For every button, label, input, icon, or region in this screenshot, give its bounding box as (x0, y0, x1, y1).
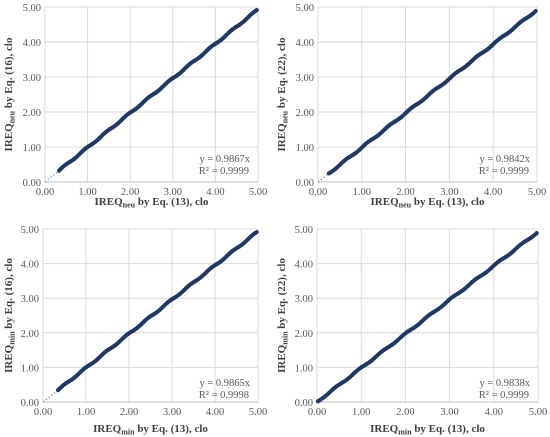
chart-panel-3: 0.00 1.00 2.00 3.00 4.00 5.00 0.00 1.00 2.00 3.00… (3, 225, 267, 437)
data-point (534, 231, 539, 236)
x-tick-label: 1.00 (352, 407, 370, 418)
x-tick-label: 3.00 (163, 407, 181, 418)
y-tick-label: 5.00 (296, 3, 314, 14)
x-tick-label: 4.00 (484, 187, 502, 198)
y-tick-label: 2.00 (295, 329, 313, 340)
y-axis-label: IREQmin by Eq. (16), clo (3, 258, 17, 373)
x-tick-label: 0.00 (34, 407, 52, 418)
y-tick-label: 0.00 (23, 178, 41, 189)
y-tick-label: 4.00 (23, 38, 41, 49)
x-tick-label: 3.00 (440, 407, 458, 418)
data-points (56, 8, 259, 173)
y-tick-label: 5.00 (21, 225, 39, 236)
regression-equation: y = 0.9838x (479, 378, 530, 389)
y-tick-label: 1.00 (23, 143, 41, 154)
x-tick-label: 2.00 (396, 407, 414, 418)
x-axis-label: IREQmin by Eq. (13), clo (370, 423, 485, 437)
x-axis-label: IREQneu by Eq. (13), clo (95, 196, 209, 210)
regression-equation: y = 0.9867x (199, 154, 250, 165)
data-points (55, 229, 259, 393)
y-tick-label: 2.00 (21, 329, 39, 340)
y-tick-label: 4.00 (296, 38, 314, 49)
x-tick-label: 5.00 (529, 407, 547, 418)
x-tick-label: 3.00 (164, 187, 182, 198)
r-squared-label: R² = 0.9998 (199, 390, 249, 401)
y-tick-label: 5.00 (23, 3, 41, 14)
x-tick-label: 3.00 (440, 187, 458, 198)
x-tick-label: 2.00 (121, 187, 139, 198)
x-tick-label: 2.00 (396, 187, 414, 198)
x-tick-label: 5.00 (249, 187, 267, 198)
x-tick-label: 0.00 (309, 187, 327, 198)
data-point (254, 229, 259, 235)
x-tick-label: 0.00 (308, 407, 326, 418)
y-tick-label: 2.00 (23, 108, 41, 119)
y-tick-label: 0.00 (296, 178, 314, 189)
x-axis-label: IREQmin by Eq. (13), clo (93, 423, 208, 437)
x-tick-label: 1.00 (77, 407, 95, 418)
data-point (533, 8, 538, 14)
y-tick-label: 0.00 (21, 398, 39, 409)
x-tick-label: 4.00 (206, 187, 224, 198)
y-axis-label: IREQneu by Eq. (22), clo (276, 37, 290, 151)
data-point (254, 8, 259, 13)
x-tick-label: 1.00 (78, 187, 96, 198)
r-squared-label: R² = 0.9999 (199, 166, 249, 177)
chart-panel-4: 0.00 1.00 2.00 3.00 4.00 5.00 0.00 1.00 2.00 3.00… (276, 225, 547, 437)
x-tick-label: 2.00 (120, 407, 138, 418)
y-tick-label: 3.00 (296, 73, 314, 84)
y-axis-label: IREQneu by Eq. (16), clo (3, 37, 17, 151)
x-tick-label: 4.00 (485, 407, 503, 418)
y-tick-label: 4.00 (21, 260, 39, 271)
y-tick-label: 1.00 (296, 143, 314, 154)
y-tick-label: 0.00 (295, 398, 313, 409)
x-tick-label: 0.00 (36, 187, 54, 198)
y-tick-label: 4.00 (295, 260, 313, 271)
y-tick-label: 3.00 (21, 294, 39, 305)
data-points (326, 8, 538, 176)
x-tick-label: 1.00 (353, 187, 371, 198)
y-tick-label: 5.00 (295, 225, 313, 236)
y-tick-label: 3.00 (23, 73, 41, 84)
regression-equation: y = 0.9842x (479, 154, 530, 165)
r-squared-label: R² = 0.9999 (479, 390, 529, 401)
y-tick-label: 1.00 (295, 363, 313, 374)
y-tick-label: 2.00 (296, 108, 314, 119)
x-axis-label: IREQneu by Eq. (13), clo (371, 196, 485, 210)
x-tick-label: 5.00 (528, 187, 546, 198)
x-tick-label: 4.00 (206, 407, 224, 418)
chart-panel-1: 0.00 1.00 2.00 3.00 4.00 5.00 0.00 1.00 2.00 3.00… (3, 3, 267, 210)
y-tick-label: 1.00 (21, 363, 39, 374)
regression-equation: y = 0.9865x (199, 378, 250, 389)
data-points (315, 231, 539, 404)
x-tick-label: 5.00 (249, 407, 267, 418)
r-squared-label: R² = 0.9999 (479, 166, 529, 177)
y-tick-label: 3.00 (295, 294, 313, 305)
y-axis-label: IREQmin by Eq. (22), clo (276, 258, 290, 373)
chart-panel-2: 0.00 1.00 2.00 3.00 4.00 5.00 0.00 1.00 2.00 3.00… (276, 3, 546, 210)
